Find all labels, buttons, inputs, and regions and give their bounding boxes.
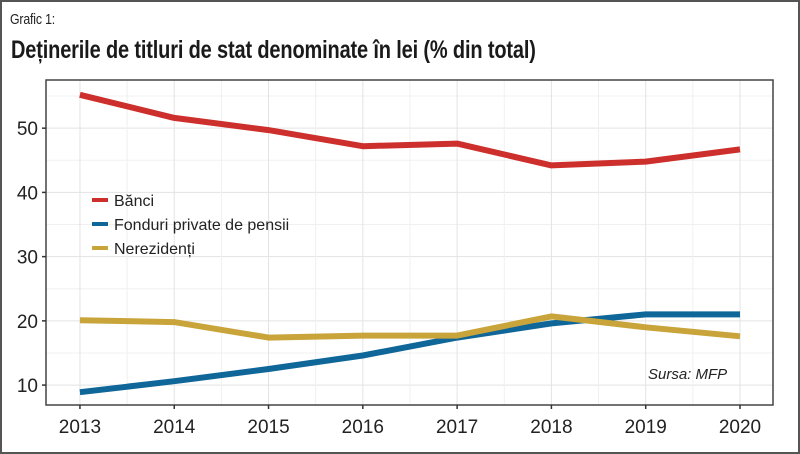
plot-panel-border <box>45 79 774 406</box>
x-tick-label: 2016 <box>342 417 384 438</box>
x-tick-label: 2017 <box>436 417 478 438</box>
y-tick-label: 20 <box>17 312 38 333</box>
y-tick-label: 40 <box>17 183 38 204</box>
x-tick-label: 2018 <box>530 417 572 438</box>
grid <box>46 80 773 405</box>
figure-label: Grafic 1: <box>10 11 56 28</box>
series-line-fonduri-pensii <box>79 311 740 396</box>
legend-label: Bănci <box>114 193 154 210</box>
legend-label: Nerezidenți <box>114 241 195 258</box>
x-tick-label: 2019 <box>625 417 667 438</box>
axes: 10 20 30 40 50 2013 2014 2015 2016 2017 2018 2019 20… <box>17 119 761 438</box>
y-tick-label: 30 <box>17 248 38 269</box>
series-group <box>79 91 741 396</box>
chart-title: Deținerile de titluri de stat denominate… <box>11 36 536 64</box>
x-tick-label: 2014 <box>153 417 196 438</box>
x-tick-label: 2013 <box>59 417 101 438</box>
legend: Bănci Fonduri private de pensii Nerezidenț… <box>92 193 289 258</box>
x-tick-label: 2020 <box>719 417 761 438</box>
y-tick-label: 10 <box>17 376 38 397</box>
series-line-nerezidenti <box>79 313 741 341</box>
y-tick-label: 50 <box>17 119 38 140</box>
source-annotation: Sursa: MFP <box>648 366 727 383</box>
x-tick-label: 2015 <box>247 417 289 438</box>
legend-label: Fonduri private de pensii <box>114 217 289 234</box>
series-line-banci <box>79 91 741 169</box>
